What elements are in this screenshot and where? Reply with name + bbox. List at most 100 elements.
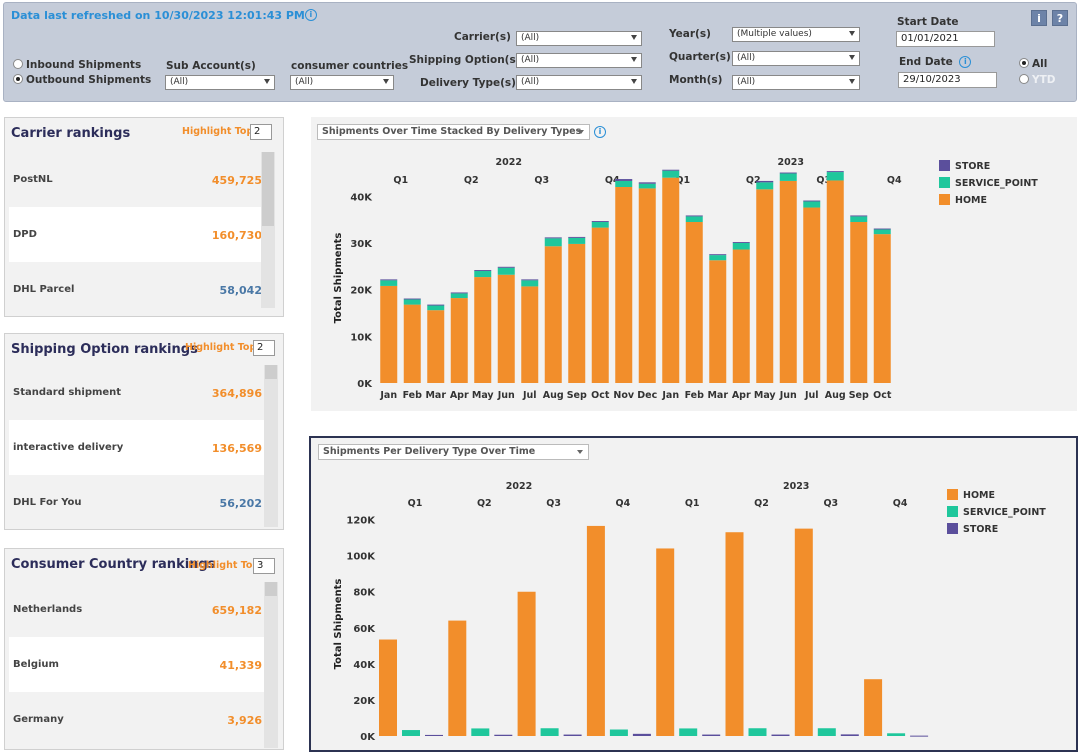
info-button[interactable]: i: [1031, 10, 1047, 26]
year-select[interactable]: (Multiple values): [732, 27, 860, 42]
info-icon[interactable]: i: [304, 9, 317, 21]
scrollbar[interactable]: [261, 152, 275, 308]
bar-segment-store: [427, 304, 445, 306]
bar-home: [517, 591, 536, 736]
shipping-option-rankings-panel: Shipping Option rankings Highlight Top 2…: [4, 333, 284, 530]
bar-segment-home: [779, 180, 797, 383]
shipping-option-value: (All): [521, 55, 540, 65]
radio-period-all[interactable]: All: [1019, 58, 1047, 70]
bar-segment-home: [638, 188, 656, 383]
legend-label: STORE: [955, 161, 990, 172]
sub-account-value: (All): [170, 77, 189, 87]
bar-segment-home: [568, 243, 586, 383]
radio-icon[interactable]: [1019, 74, 1029, 84]
radio-selected-icon[interactable]: [13, 74, 23, 84]
bar-segment-service-point: [850, 216, 868, 222]
bar-store: [425, 734, 443, 736]
radio-outbound-shipments[interactable]: Outbound Shipments: [13, 74, 151, 86]
chevron-down-icon: [578, 130, 584, 134]
rank-row[interactable]: PostNL 459,725: [9, 152, 266, 207]
x-tick-label: Sep: [567, 390, 587, 401]
start-date-input[interactable]: 01/01/2021: [896, 31, 995, 47]
chevron-down-icon: [631, 35, 637, 40]
chart-dropdown-value: Shipments Over Time Stacked By Delivery …: [322, 126, 582, 137]
rank-row[interactable]: Netherlands 659,182: [9, 582, 266, 637]
chart-type-dropdown[interactable]: Shipments Per Delivery Type Over Time: [318, 444, 589, 460]
scrollbar[interactable]: [264, 365, 278, 527]
panel-title: Consumer Country rankings: [11, 557, 216, 572]
highlight-top-input[interactable]: 2: [250, 124, 272, 140]
bar-segment-store: [521, 279, 539, 281]
quarter-label: Q4: [605, 175, 620, 186]
radio-inbound-shipments[interactable]: Inbound Shipments: [13, 59, 141, 71]
bar-home: [448, 620, 467, 736]
bar-service-point: [748, 728, 767, 736]
scrollbar-thumb[interactable]: [262, 152, 274, 226]
highlight-top-input[interactable]: 2: [253, 340, 275, 356]
bar-segment-store: [779, 172, 797, 174]
scrollbar-thumb[interactable]: [265, 582, 277, 596]
rank-row[interactable]: Germany 3,926: [9, 692, 266, 747]
bar-service-point: [402, 730, 420, 736]
radio-label: All: [1032, 58, 1048, 70]
rank-name: interactive delivery: [13, 442, 124, 453]
quarter-label: Q2: [746, 175, 761, 186]
info-icon[interactable]: i: [959, 56, 972, 68]
quarter-label: Q3: [534, 175, 549, 186]
scrollbar[interactable]: [264, 582, 278, 748]
carrier-select[interactable]: (All): [516, 31, 642, 46]
delivery-type-label: Delivery Type(s): [420, 77, 516, 89]
highlight-top-input[interactable]: 3: [253, 558, 275, 574]
x-tick-label: Jul: [522, 390, 537, 401]
radio-selected-icon[interactable]: [1019, 58, 1029, 68]
scrollbar-thumb[interactable]: [265, 365, 277, 379]
end-date-text: End Date: [899, 56, 953, 68]
consumer-countries-label: consumer countries: [291, 60, 409, 72]
rank-row[interactable]: Belgium 41,339: [9, 637, 266, 692]
end-date-input[interactable]: 29/10/2023: [898, 72, 997, 88]
radio-icon[interactable]: [13, 59, 23, 69]
bar-home: [864, 679, 883, 736]
month-select[interactable]: (All): [732, 75, 860, 90]
filter-bar: Data last refreshed on 10/30/2023 12:01:…: [3, 2, 1077, 102]
carrier-rankings-panel: Carrier rankings Highlight Top 2 PostNL 4…: [4, 117, 284, 317]
chevron-down-icon: [849, 55, 855, 60]
info-icon[interactable]: i: [594, 126, 606, 138]
x-tick-label: Aug: [825, 390, 846, 401]
delivery-type-select[interactable]: (All): [516, 75, 642, 90]
rank-row[interactable]: DHL For You 56,202: [9, 475, 266, 530]
chevron-down-icon: [849, 79, 855, 84]
chart-type-dropdown[interactable]: Shipments Over Time Stacked By Delivery …: [317, 124, 590, 140]
quarter-label: Q3: [823, 498, 838, 509]
bar-segment-service-point: [474, 271, 492, 278]
bar-segment-store: [826, 171, 844, 173]
rank-row[interactable]: interactive delivery 136,569: [9, 420, 266, 475]
chevron-down-icon: [631, 79, 637, 84]
radio-period-ytd[interactable]: YTD: [1019, 74, 1055, 86]
rank-row[interactable]: DHL Parcel 58,042: [9, 262, 266, 317]
rank-name: DHL For You: [13, 497, 82, 508]
rank-row[interactable]: Standard shipment 364,896: [9, 365, 266, 420]
bar-segment-service-point: [450, 293, 468, 299]
bar-segment-store: [850, 215, 868, 217]
x-tick-label: May: [472, 390, 495, 401]
x-tick-label: Nov: [613, 390, 634, 401]
chevron-down-icon: [577, 450, 583, 454]
sub-account-select[interactable]: (All): [165, 75, 275, 90]
quarter-select[interactable]: (All): [732, 51, 860, 66]
rank-value: 160,730: [211, 229, 262, 242]
quarter-label: Q2: [464, 175, 479, 186]
y-tick-label: 0K: [360, 732, 376, 743]
bar-segment-home: [826, 180, 844, 383]
consumer-countries-select[interactable]: (All): [290, 75, 394, 90]
carrier-value: (All): [521, 33, 540, 43]
x-tick-label: Jan: [661, 390, 679, 401]
legend-label: STORE: [963, 524, 998, 535]
x-tick-label: Jun: [497, 390, 515, 401]
rank-name: Belgium: [13, 659, 59, 670]
rank-row[interactable]: DPD 160,730: [9, 207, 266, 262]
bar-service-point: [471, 728, 490, 736]
shipping-option-select[interactable]: (All): [516, 53, 642, 68]
bar-segment-home: [544, 246, 562, 383]
help-button[interactable]: ?: [1052, 10, 1068, 26]
